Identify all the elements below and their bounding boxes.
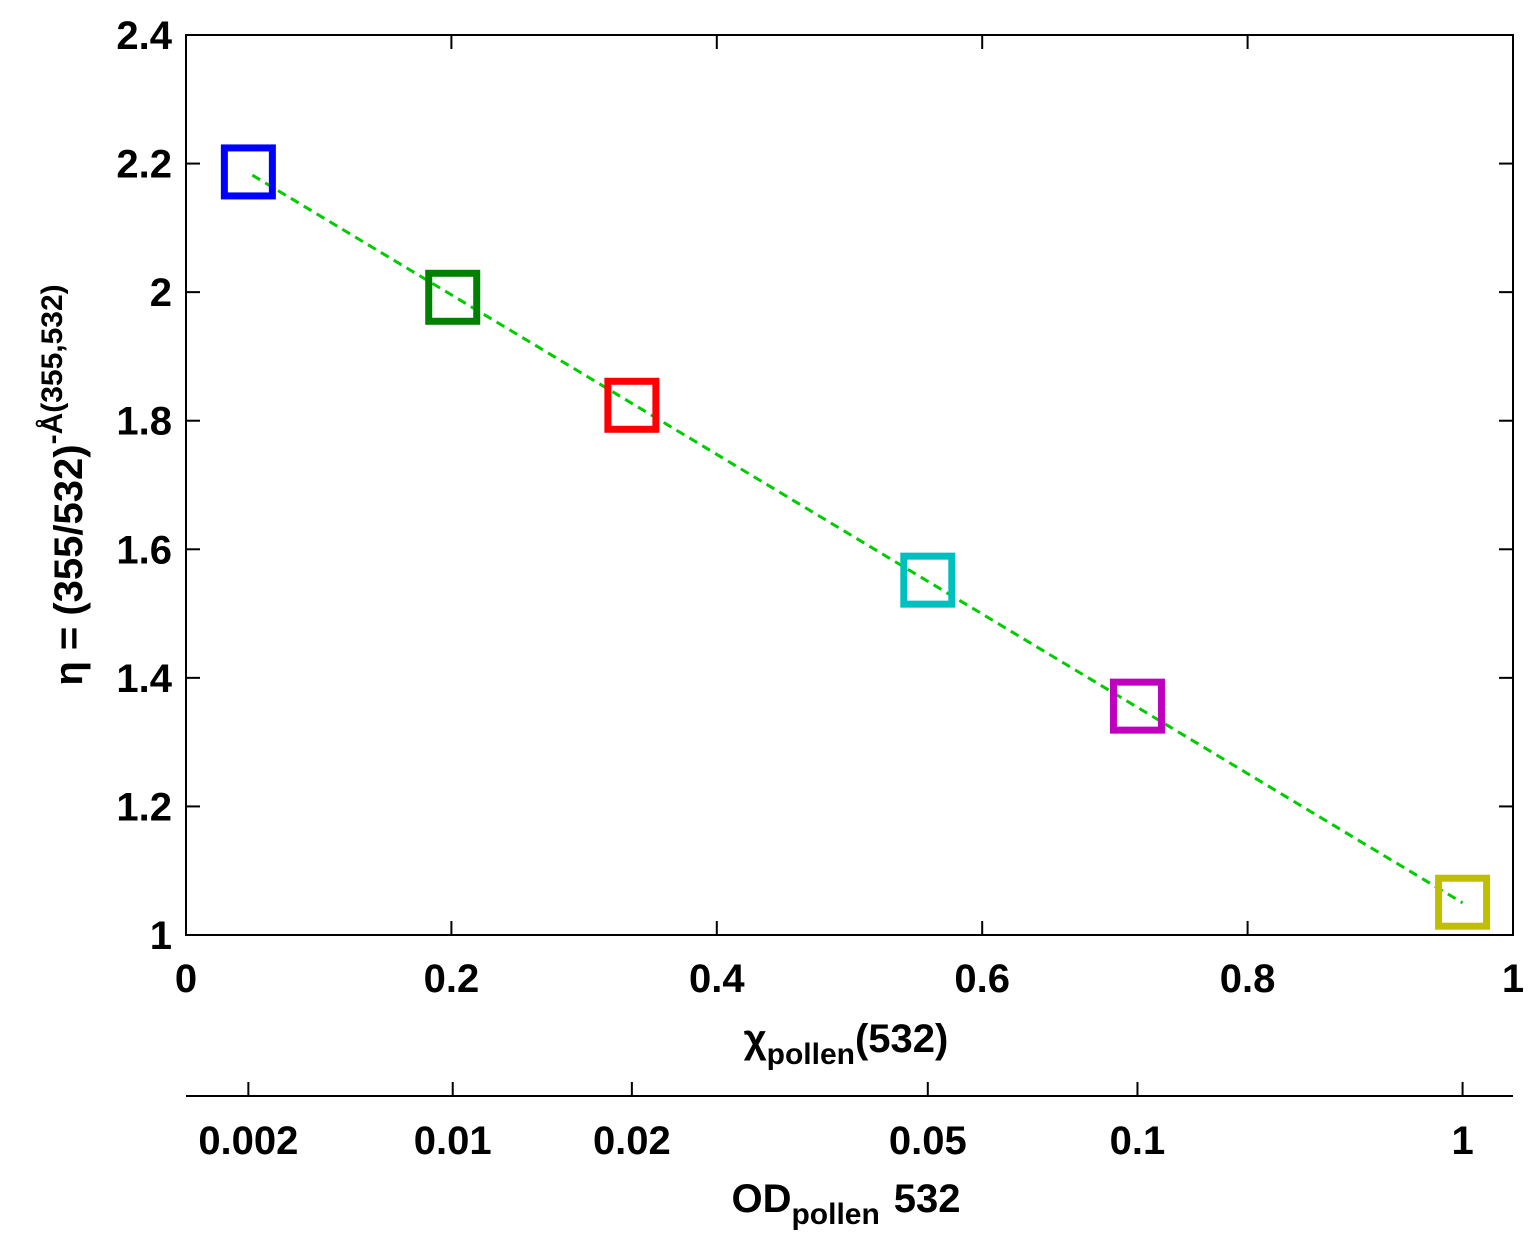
x-tick-label: 1	[1502, 957, 1524, 1001]
secondary-tick-label: 0.1	[1110, 1119, 1166, 1163]
y-tick-label: 2	[150, 271, 172, 315]
secondary-tick-label: 0.05	[889, 1119, 967, 1163]
secondary-tick-label: 0.02	[593, 1119, 671, 1163]
data-point-marker	[1109, 678, 1165, 734]
data-point-marker	[425, 269, 481, 325]
x-tick-label: 0.2	[424, 957, 480, 1001]
y-tick-label: 1.4	[116, 657, 172, 701]
plot-frame	[185, 34, 1514, 936]
y-tick-label: 1.8	[116, 400, 172, 444]
x-tick-label: 0.4	[689, 957, 745, 1001]
y-tick-label: 1.6	[116, 528, 172, 572]
secondary-tick-label: 0.01	[414, 1119, 492, 1163]
y-tick-label: 1	[150, 914, 172, 958]
secondary-axis-label: ODpollen 532	[731, 1177, 960, 1231]
x-tick-label: 0.6	[954, 957, 1010, 1001]
data-point-marker	[220, 144, 276, 200]
data-point-marker	[1435, 874, 1491, 930]
fit-line	[251, 173, 1464, 905]
x-axis-label: χpollen(532)	[744, 1017, 949, 1071]
x-tick-label: 0	[175, 957, 197, 1001]
y-axis-label: η = (355/532)-Å(355,532)	[36, 284, 91, 685]
data-point-marker	[900, 552, 956, 608]
data-point-marker	[604, 377, 660, 433]
y-tick-label: 2.4	[116, 14, 172, 58]
y-tick-label: 1.2	[116, 785, 172, 829]
x-tick-label: 0.8	[1220, 957, 1276, 1001]
y-tick-label: 2.2	[116, 143, 172, 187]
secondary-tick-label: 0.002	[198, 1119, 298, 1163]
secondary-tick-label: 1	[1451, 1119, 1473, 1163]
